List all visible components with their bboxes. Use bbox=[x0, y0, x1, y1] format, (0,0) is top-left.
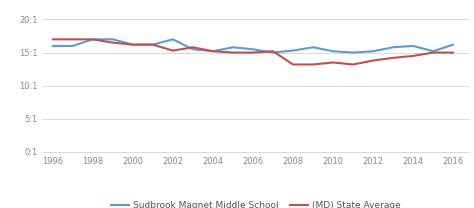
Sudbrook Magnet Middle School bbox=[370, 50, 376, 52]
(MD) State Average bbox=[230, 51, 236, 54]
Sudbrook Magnet Middle School bbox=[150, 43, 155, 46]
(MD) State Average bbox=[390, 57, 396, 59]
(MD) State Average bbox=[250, 51, 256, 54]
Sudbrook Magnet Middle School bbox=[250, 48, 256, 51]
Sudbrook Magnet Middle School bbox=[350, 51, 356, 54]
Sudbrook Magnet Middle School bbox=[230, 46, 236, 48]
Sudbrook Magnet Middle School bbox=[190, 48, 196, 51]
Sudbrook Magnet Middle School bbox=[410, 45, 416, 47]
Line: Sudbrook Magnet Middle School: Sudbrook Magnet Middle School bbox=[53, 39, 453, 53]
(MD) State Average bbox=[370, 59, 376, 62]
Sudbrook Magnet Middle School bbox=[130, 43, 136, 46]
(MD) State Average bbox=[350, 63, 356, 66]
Sudbrook Magnet Middle School bbox=[390, 46, 396, 48]
(MD) State Average bbox=[210, 50, 216, 52]
Sudbrook Magnet Middle School bbox=[330, 50, 336, 52]
(MD) State Average bbox=[50, 38, 55, 41]
Sudbrook Magnet Middle School bbox=[50, 45, 55, 47]
(MD) State Average bbox=[110, 41, 116, 44]
Sudbrook Magnet Middle School bbox=[70, 45, 75, 47]
Legend: Sudbrook Magnet Middle School, (MD) State Average: Sudbrook Magnet Middle School, (MD) Stat… bbox=[107, 197, 405, 208]
(MD) State Average bbox=[310, 63, 316, 66]
(MD) State Average bbox=[270, 50, 276, 52]
(MD) State Average bbox=[430, 51, 436, 54]
Sudbrook Magnet Middle School bbox=[270, 51, 276, 54]
(MD) State Average bbox=[130, 43, 136, 46]
Sudbrook Magnet Middle School bbox=[110, 38, 116, 41]
(MD) State Average bbox=[150, 43, 155, 46]
(MD) State Average bbox=[90, 38, 96, 41]
Sudbrook Magnet Middle School bbox=[310, 46, 316, 48]
Sudbrook Magnet Middle School bbox=[290, 49, 296, 52]
Sudbrook Magnet Middle School bbox=[90, 38, 96, 41]
Sudbrook Magnet Middle School bbox=[430, 50, 436, 52]
Line: (MD) State Average: (MD) State Average bbox=[53, 39, 453, 64]
(MD) State Average bbox=[410, 55, 416, 57]
Sudbrook Magnet Middle School bbox=[450, 43, 456, 46]
(MD) State Average bbox=[450, 51, 456, 54]
(MD) State Average bbox=[290, 63, 296, 66]
(MD) State Average bbox=[190, 46, 196, 48]
(MD) State Average bbox=[330, 61, 336, 64]
(MD) State Average bbox=[70, 38, 75, 41]
Sudbrook Magnet Middle School bbox=[210, 50, 216, 52]
(MD) State Average bbox=[170, 49, 176, 52]
Sudbrook Magnet Middle School bbox=[170, 38, 176, 41]
